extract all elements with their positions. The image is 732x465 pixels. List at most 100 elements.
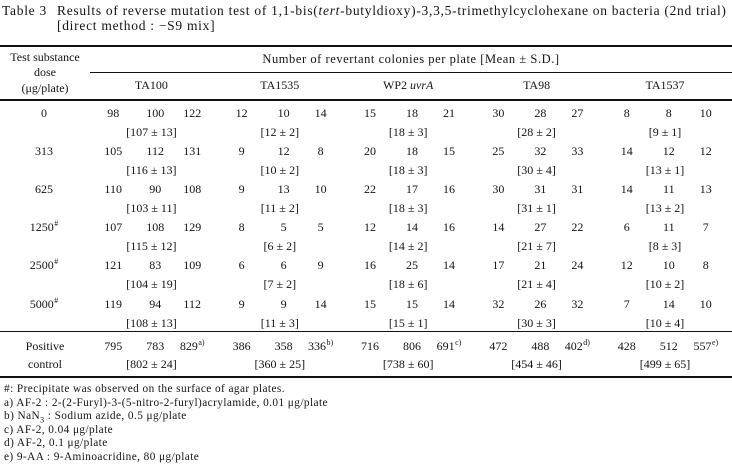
revertant-count: 11 <box>649 180 689 199</box>
revertant-count: 12 <box>264 142 304 161</box>
text-segment: -butyldioxy)-3,3,5-trimethylcyclohexane … <box>340 3 727 18</box>
text-segment: d) AF-2, 0.1 μg/plate <box>4 437 108 449</box>
revertant-count: 15 <box>348 104 392 123</box>
mean-sd-value: [28 ± 2] <box>517 124 556 139</box>
dose-number: 2500 <box>29 258 54 273</box>
count-value: 32 <box>571 296 584 311</box>
revertant-count: 13 <box>264 180 304 199</box>
count-value: 14 <box>443 296 455 311</box>
revertant-count: 107 <box>91 218 135 237</box>
count-value: 10 <box>662 258 675 273</box>
revertant-count: 24 <box>560 256 594 275</box>
count-value: 112 <box>183 296 201 311</box>
revertant-count: 109 <box>175 256 209 275</box>
count-value: 15 <box>364 296 376 311</box>
count-value: 16 <box>443 220 455 235</box>
count-value: 32 <box>534 143 547 158</box>
dose-number: 1250 <box>29 220 54 235</box>
revertant-count: 13 <box>689 180 723 199</box>
revertant-count: 98 <box>91 104 135 123</box>
footnote-marker: a) <box>198 337 205 347</box>
revertant-count: 25 <box>476 142 520 161</box>
count-value: 8 <box>665 105 672 120</box>
count-value: 795 <box>104 338 123 353</box>
revertant-count: 12 <box>220 104 264 123</box>
count-value: 12 <box>699 143 712 158</box>
dose-number: 0 <box>41 105 47 120</box>
count-value: 806 <box>403 338 421 353</box>
dose-number: 313 <box>35 143 53 158</box>
dose-value: 2500# <box>0 256 88 275</box>
revertant-count: 512 <box>649 337 689 356</box>
revertant-count: 488 <box>520 337 560 356</box>
revertant-count: 5 <box>304 218 338 237</box>
count-value: 472 <box>489 338 508 353</box>
count-value: 18 <box>406 105 418 120</box>
count-value: 8 <box>317 143 324 158</box>
text-segment: TA100 <box>134 78 168 92</box>
revertant-count: 17 <box>392 180 432 199</box>
title-line-2: [direct method : −S9 mix] <box>57 18 216 33</box>
revertant-count: 108 <box>175 180 209 199</box>
count-value: 9 <box>280 296 287 311</box>
count-value: 31 <box>571 181 584 196</box>
revertant-count: 5 <box>264 218 304 237</box>
count-value: 358 <box>274 338 293 353</box>
mean-sd-value: [7 ± 2] <box>263 277 297 292</box>
revertant-count: 20 <box>348 142 392 161</box>
text-segment: TA98 <box>523 78 551 92</box>
count-value: 108 <box>146 220 165 235</box>
count-value: 22 <box>571 220 584 235</box>
revertant-count: 27 <box>560 104 594 123</box>
count-value: 98 <box>107 105 120 120</box>
mean-sd-value: [108 ± 13] <box>126 315 177 330</box>
count-value: 691 <box>436 338 455 353</box>
count-value: 12 <box>662 143 675 158</box>
revertant-count: 428 <box>605 337 649 356</box>
revertant-count: 358 <box>264 337 304 356</box>
dose-value: 1250# <box>0 218 88 237</box>
count-value: 8 <box>623 105 630 120</box>
header-bottom-rule <box>0 98 732 101</box>
precipitate-marker: # <box>54 257 59 267</box>
count-value: 24 <box>571 258 584 273</box>
strain-header: WP2 uvrA <box>347 73 470 99</box>
revertant-count: 16 <box>432 218 466 237</box>
count-value: 121 <box>104 258 123 273</box>
count-value: 27 <box>534 220 547 235</box>
revertant-count: 8 <box>649 104 689 123</box>
mean-sd-value: [10 ± 2] <box>645 277 685 292</box>
text-segment: TA1535 <box>260 78 300 92</box>
count-value: 8 <box>238 220 245 235</box>
count-value: 105 <box>104 143 123 158</box>
header-span-rule <box>90 71 732 73</box>
revertant-count: 131 <box>175 142 209 161</box>
count-value: 22 <box>364 181 376 196</box>
count-value: 428 <box>617 338 636 353</box>
revertant-count: 16 <box>348 256 392 275</box>
revertant-count: 795 <box>91 337 135 356</box>
dose-number: 5000 <box>29 296 54 311</box>
strain-header: TA98 <box>475 73 598 99</box>
count-value: 15 <box>364 105 376 120</box>
dose-column-header: Test substance dose (μg/plate) <box>0 50 90 96</box>
count-value: 25 <box>492 143 505 158</box>
text-segment: uvrA <box>410 78 434 92</box>
count-value: 21 <box>534 258 547 273</box>
revertant-count: 17 <box>476 256 520 275</box>
count-value: 12 <box>620 258 633 273</box>
count-value: 25 <box>406 258 418 273</box>
revertant-count: 9 <box>220 180 264 199</box>
text-segment: #: Precipitate was observed on the surfa… <box>4 383 285 395</box>
mean-sd-value: [802 ± 24] <box>126 357 177 371</box>
revertant-count: 806 <box>392 337 432 356</box>
count-value: 9 <box>238 143 245 158</box>
count-value: 557 <box>693 338 712 353</box>
revertant-count: 26 <box>520 295 560 314</box>
revertant-count: 12 <box>348 218 392 237</box>
revertant-count: 9 <box>304 256 338 275</box>
table-number-label: Table 3 <box>2 3 47 18</box>
footnote-marker: c) <box>455 337 462 347</box>
revertant-count: 6 <box>220 256 264 275</box>
count-value: 131 <box>183 143 202 158</box>
